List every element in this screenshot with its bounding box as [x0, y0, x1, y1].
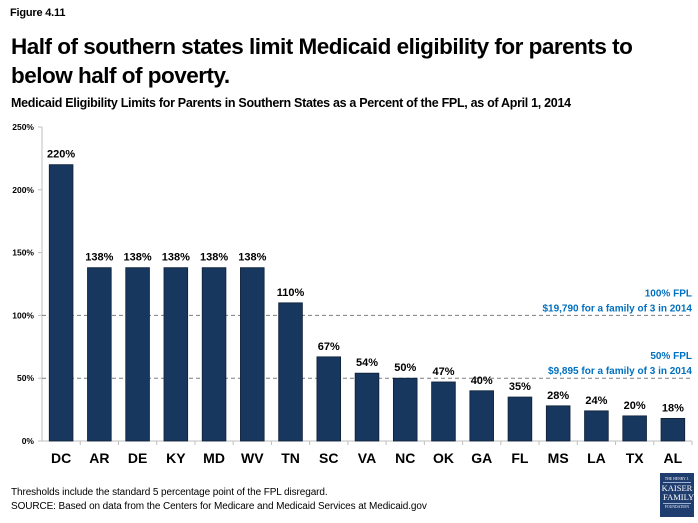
x-tick-label: TX	[626, 450, 645, 466]
bar-TN	[278, 302, 303, 442]
logo-line-4: FOUNDATION	[664, 505, 690, 509]
x-tick-label: WV	[241, 450, 264, 466]
bar-AR	[87, 267, 112, 442]
y-tick-label: 0%	[22, 436, 35, 446]
data-label: 18%	[662, 402, 684, 414]
x-tick-label: AL	[664, 450, 683, 466]
data-label: 35%	[509, 381, 531, 393]
bar-TX	[622, 415, 647, 442]
data-label: 47%	[432, 366, 454, 378]
source-note: SOURCE: Based on data from the Centers f…	[11, 501, 427, 512]
y-tick-label: 50%	[17, 373, 34, 383]
x-tick-label: DC	[51, 450, 71, 466]
figure-label: Figure 4.11	[10, 7, 66, 19]
x-tick-label: FL	[511, 450, 529, 466]
x-tick-label: LA	[587, 450, 606, 466]
data-label: 40%	[471, 375, 493, 387]
data-label: 54%	[356, 357, 378, 369]
data-label: 138%	[200, 252, 228, 264]
bar-GA	[469, 390, 494, 442]
headline: Half of southern states limit Medicaid e…	[11, 34, 633, 88]
bar-VA	[354, 372, 380, 442]
x-tick-label: TN	[281, 450, 300, 466]
data-label: 138%	[238, 252, 266, 264]
reference-label-title: 50% FPL	[650, 351, 692, 362]
data-label: 67%	[318, 341, 340, 353]
data-label: 28%	[547, 390, 569, 402]
bar-KY	[163, 267, 189, 442]
y-tick-label: 100%	[12, 310, 34, 320]
reference-label-title: 100% FPL	[645, 288, 692, 299]
data-label: 138%	[162, 252, 190, 264]
reference-label-detail: $9,895 for a family of 3 in 2014	[548, 366, 692, 377]
x-tick-label: AR	[89, 450, 109, 466]
bar-OK	[431, 381, 456, 442]
bar-SC	[316, 356, 342, 442]
kff-logo: THE HENRY J. KAISER FAMILY FOUNDATION	[660, 473, 694, 517]
bar-MD	[201, 267, 227, 442]
data-label: 24%	[585, 395, 607, 407]
data-label: 110%	[277, 287, 305, 299]
data-label: 50%	[394, 362, 416, 374]
logo-line-2: KAISER	[661, 483, 693, 493]
footnote: Thresholds include the standard 5 percen…	[11, 487, 328, 498]
reference-label-detail: $19,790 for a family of 3 in 2014	[542, 303, 692, 314]
y-tick-label: 200%	[12, 185, 34, 195]
x-tick-label: MS	[548, 450, 569, 466]
bar-chart: 0% 50% 100% 150% 200% 250% 100% FPL $19,790 for…	[12, 122, 693, 466]
bar-FL	[507, 396, 533, 442]
x-tick-label: MD	[203, 450, 225, 466]
y-tick-label: 250%	[12, 122, 34, 132]
bar-LA	[584, 410, 609, 442]
x-tick-label: DE	[128, 450, 147, 466]
bar-WV	[240, 267, 265, 442]
y-tick-label: 150%	[12, 248, 34, 258]
bar-NC	[392, 377, 418, 442]
logo-line-1: THE HENRY J.	[663, 477, 691, 483]
x-tick-label: OK	[433, 450, 454, 466]
data-label: 138%	[85, 252, 113, 264]
bar-DE	[125, 267, 150, 442]
x-tick-label: NC	[395, 450, 415, 466]
x-tick-label: KY	[166, 450, 186, 466]
logo-line-3: FAMILY	[663, 492, 695, 504]
chart-title: Medicaid Eligibility Limits for Parents …	[11, 96, 571, 110]
data-label: 138%	[124, 252, 152, 264]
data-label: 20%	[624, 400, 646, 412]
bar-MS	[545, 405, 571, 442]
data-label: 220%	[47, 149, 75, 161]
x-tick-label: GA	[471, 450, 492, 466]
x-tick-label: SC	[319, 450, 338, 466]
bar-DC	[48, 164, 74, 442]
x-tick-label: VA	[358, 450, 376, 466]
bar-AL	[660, 417, 686, 442]
